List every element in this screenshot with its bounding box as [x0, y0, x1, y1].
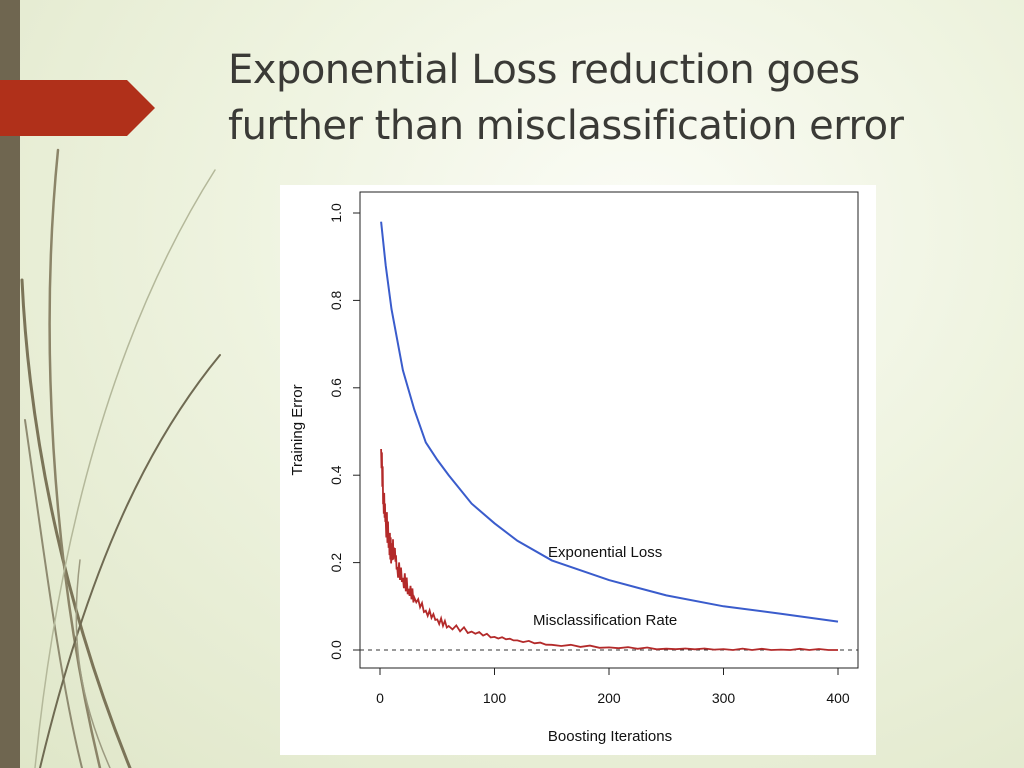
x-tick-label: 400 [826, 690, 850, 706]
y-tick-label: 0.8 [328, 290, 344, 310]
side-bar [0, 0, 20, 768]
grass-decoration [20, 148, 221, 768]
training-error-chart: 0.0 0.2 0.4 0.6 0.8 1.0 0 100 200 300 400 Exponen… [289, 191, 859, 745]
misclassification-rate-line [380, 448, 838, 651]
y-tick-label: 0.4 [328, 465, 344, 485]
x-tick-label: 200 [597, 690, 621, 706]
exponential-loss-line [380, 221, 839, 623]
y-tick-label: 0.2 [328, 553, 344, 573]
slide-title-line-2: further than misclassification error [228, 103, 904, 149]
y-tick-label: 0.0 [328, 640, 344, 660]
exponential-loss-label: Exponential Loss [548, 544, 662, 561]
x-tick-label: 100 [483, 690, 507, 706]
chart-panel: 0.0 0.2 0.4 0.6 0.8 1.0 0 100 200 300 400 Exponen… [280, 185, 876, 755]
y-tick-label: 1.0 [328, 203, 344, 223]
plot-frame [359, 191, 859, 669]
slide-title-line-1: Exponential Loss reduction goes [228, 47, 860, 93]
y-tick-label: 0.6 [328, 378, 344, 398]
accent-arrow [0, 80, 155, 136]
x-tick-label: 0 [376, 690, 384, 706]
x-axis-title: Boosting Iterations [548, 728, 672, 745]
y-axis-title: Training Error [289, 384, 306, 475]
misclassification-rate-label: Misclassification Rate [533, 612, 677, 629]
x-tick-label: 300 [712, 690, 736, 706]
slide-title: Exponential Loss reduction goes further … [228, 42, 1008, 154]
